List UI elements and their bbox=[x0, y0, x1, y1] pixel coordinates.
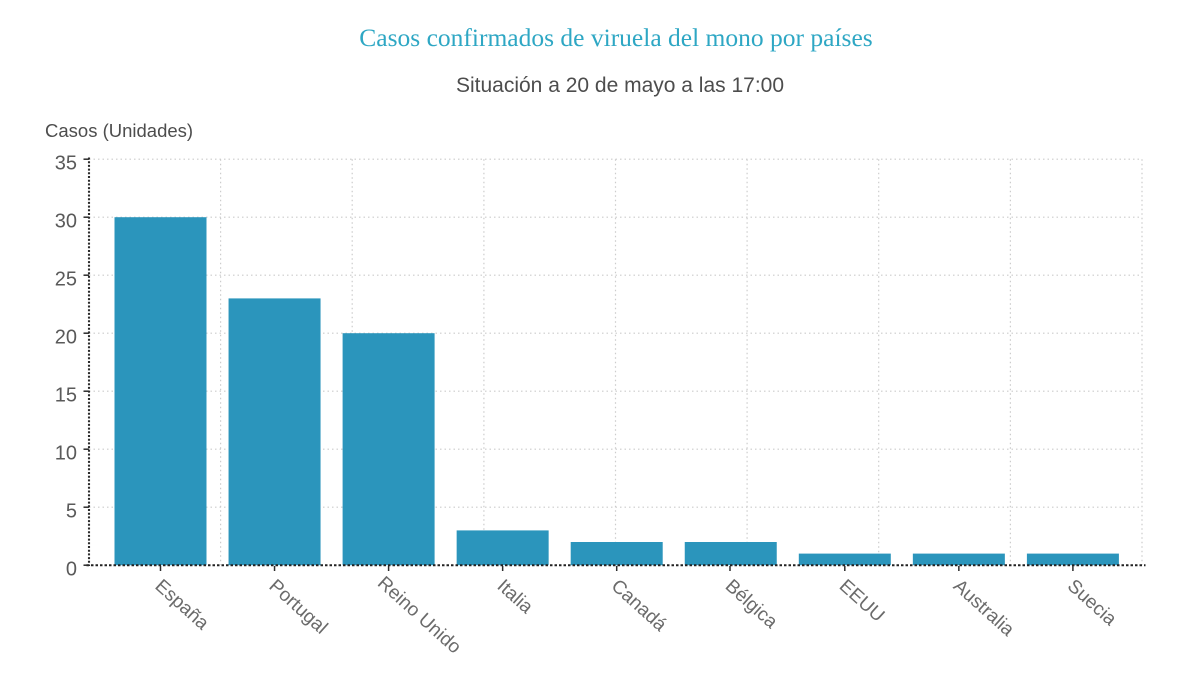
svg-text:10: 10 bbox=[55, 442, 77, 464]
svg-text:Casos confirmados de viruela d: Casos confirmados de viruela del mono po… bbox=[359, 23, 872, 52]
svg-text:0: 0 bbox=[66, 558, 77, 580]
svg-text:Situación a 20 de mayo a las 1: Situación a 20 de mayo a las 17:00 bbox=[456, 74, 784, 97]
svg-text:35: 35 bbox=[55, 152, 77, 174]
svg-text:25: 25 bbox=[55, 268, 77, 290]
svg-text:15: 15 bbox=[55, 384, 77, 406]
svg-text:20: 20 bbox=[55, 326, 77, 348]
svg-text:Casos (Unidades): Casos (Unidades) bbox=[45, 120, 193, 141]
svg-text:30: 30 bbox=[55, 210, 77, 232]
svg-text:5: 5 bbox=[66, 500, 77, 522]
